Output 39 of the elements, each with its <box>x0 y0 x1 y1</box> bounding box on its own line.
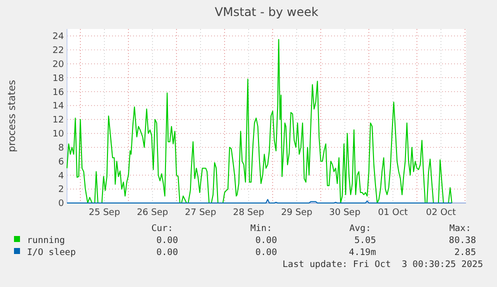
x-tick-label: 28 Sep <box>232 208 265 218</box>
chart-title: VMstat - by week <box>214 5 318 19</box>
y-tick-label: 18 <box>52 74 64 84</box>
text: 4.19m <box>348 248 376 258</box>
text: 0.00 <box>255 236 277 246</box>
text: Min: <box>250 224 272 234</box>
x-tick-label: 01 Oct <box>378 208 408 218</box>
text: 5.05 <box>354 236 376 246</box>
legend-label: running <box>27 236 65 246</box>
y-tick-label: 22 <box>52 46 64 56</box>
text: Max: <box>449 224 471 234</box>
y-tick-label: 2 <box>58 185 64 196</box>
y-tick-label: 16 <box>52 88 64 98</box>
legend-label: I/O sleep <box>27 248 76 258</box>
x-tick-label: 27 Sep <box>184 208 216 218</box>
y-tick-label: 12 <box>52 116 64 126</box>
text: 0.00 <box>255 248 277 258</box>
line-series <box>66 38 452 204</box>
y-tick-label: 6 <box>58 157 64 168</box>
text: 80.38 <box>448 236 476 246</box>
y-tick-label: 24 <box>52 32 64 42</box>
text: Avg: <box>349 224 371 234</box>
x-tick-label: 30 Sep <box>329 208 361 218</box>
y-tick-label: 8 <box>58 143 64 154</box>
text: 0.00 <box>156 236 178 246</box>
text: Last update: Fri Oct 3 00:30:25 2025 <box>282 260 483 270</box>
y-tick-label: 14 <box>52 102 64 112</box>
x-tick-label: 29 Sep <box>281 208 313 218</box>
y-tick-label: 10 <box>52 130 64 140</box>
y-tick-label: 4 <box>58 171 64 182</box>
y-axis-title: process states <box>7 80 18 152</box>
text: Cur: <box>151 224 173 234</box>
y-tick-label: 0 <box>58 199 64 210</box>
y-tick-label: 20 <box>52 60 64 70</box>
x-tick-label: 25 Sep <box>88 208 120 218</box>
text: 2.85 <box>454 248 476 258</box>
text: 0.00 <box>156 248 178 258</box>
x-tick-label: 02 Oct <box>426 208 456 218</box>
x-tick-label: 26 Sep <box>136 208 168 218</box>
